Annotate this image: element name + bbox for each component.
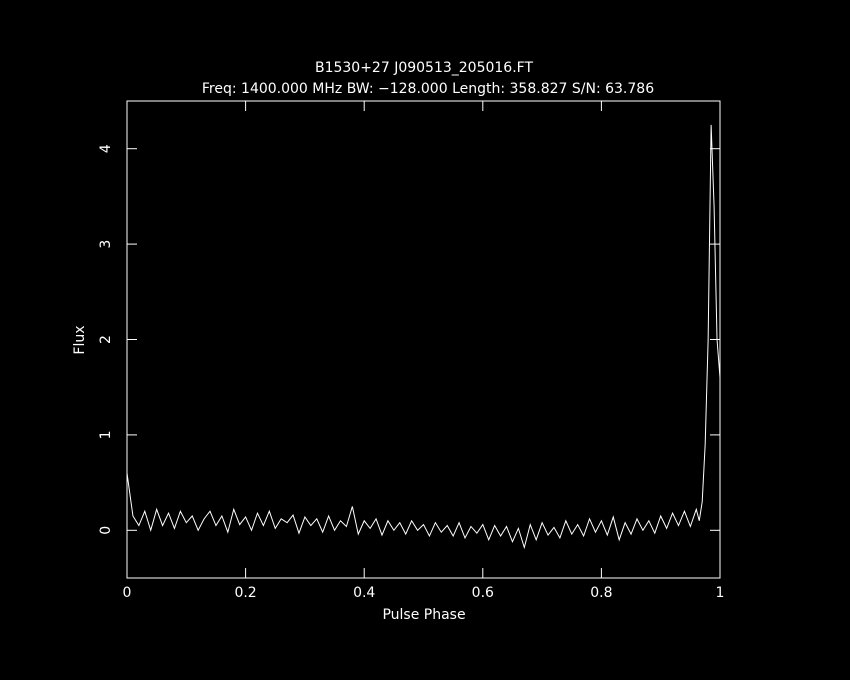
y-tick-label: 3 (98, 240, 114, 249)
profile-line (126, 124, 721, 550)
x-tick-label: 0.4 (353, 585, 375, 601)
y-tick-label: 1 (98, 430, 114, 439)
plot-frame (126, 100, 721, 579)
x-tick-label: 0.6 (472, 585, 494, 601)
y-axis-label: Flux (72, 325, 88, 354)
x-axis-label: Pulse Phase (382, 607, 465, 623)
x-tick-label: 0.8 (590, 585, 612, 601)
x-tick-label: 0.2 (234, 585, 256, 601)
x-tick-label: 0 (123, 585, 132, 601)
y-tick-label: 4 (98, 144, 114, 153)
chart-title: B1530+27 J090513_205016.FT (315, 60, 534, 76)
y-tick-label: 2 (98, 335, 114, 344)
x-tick-label: 1 (716, 585, 725, 601)
chart-subtitle: Freq: 1400.000 MHz BW: −128.000 Length: … (202, 81, 654, 97)
y-tick-label: 0 (98, 526, 114, 535)
